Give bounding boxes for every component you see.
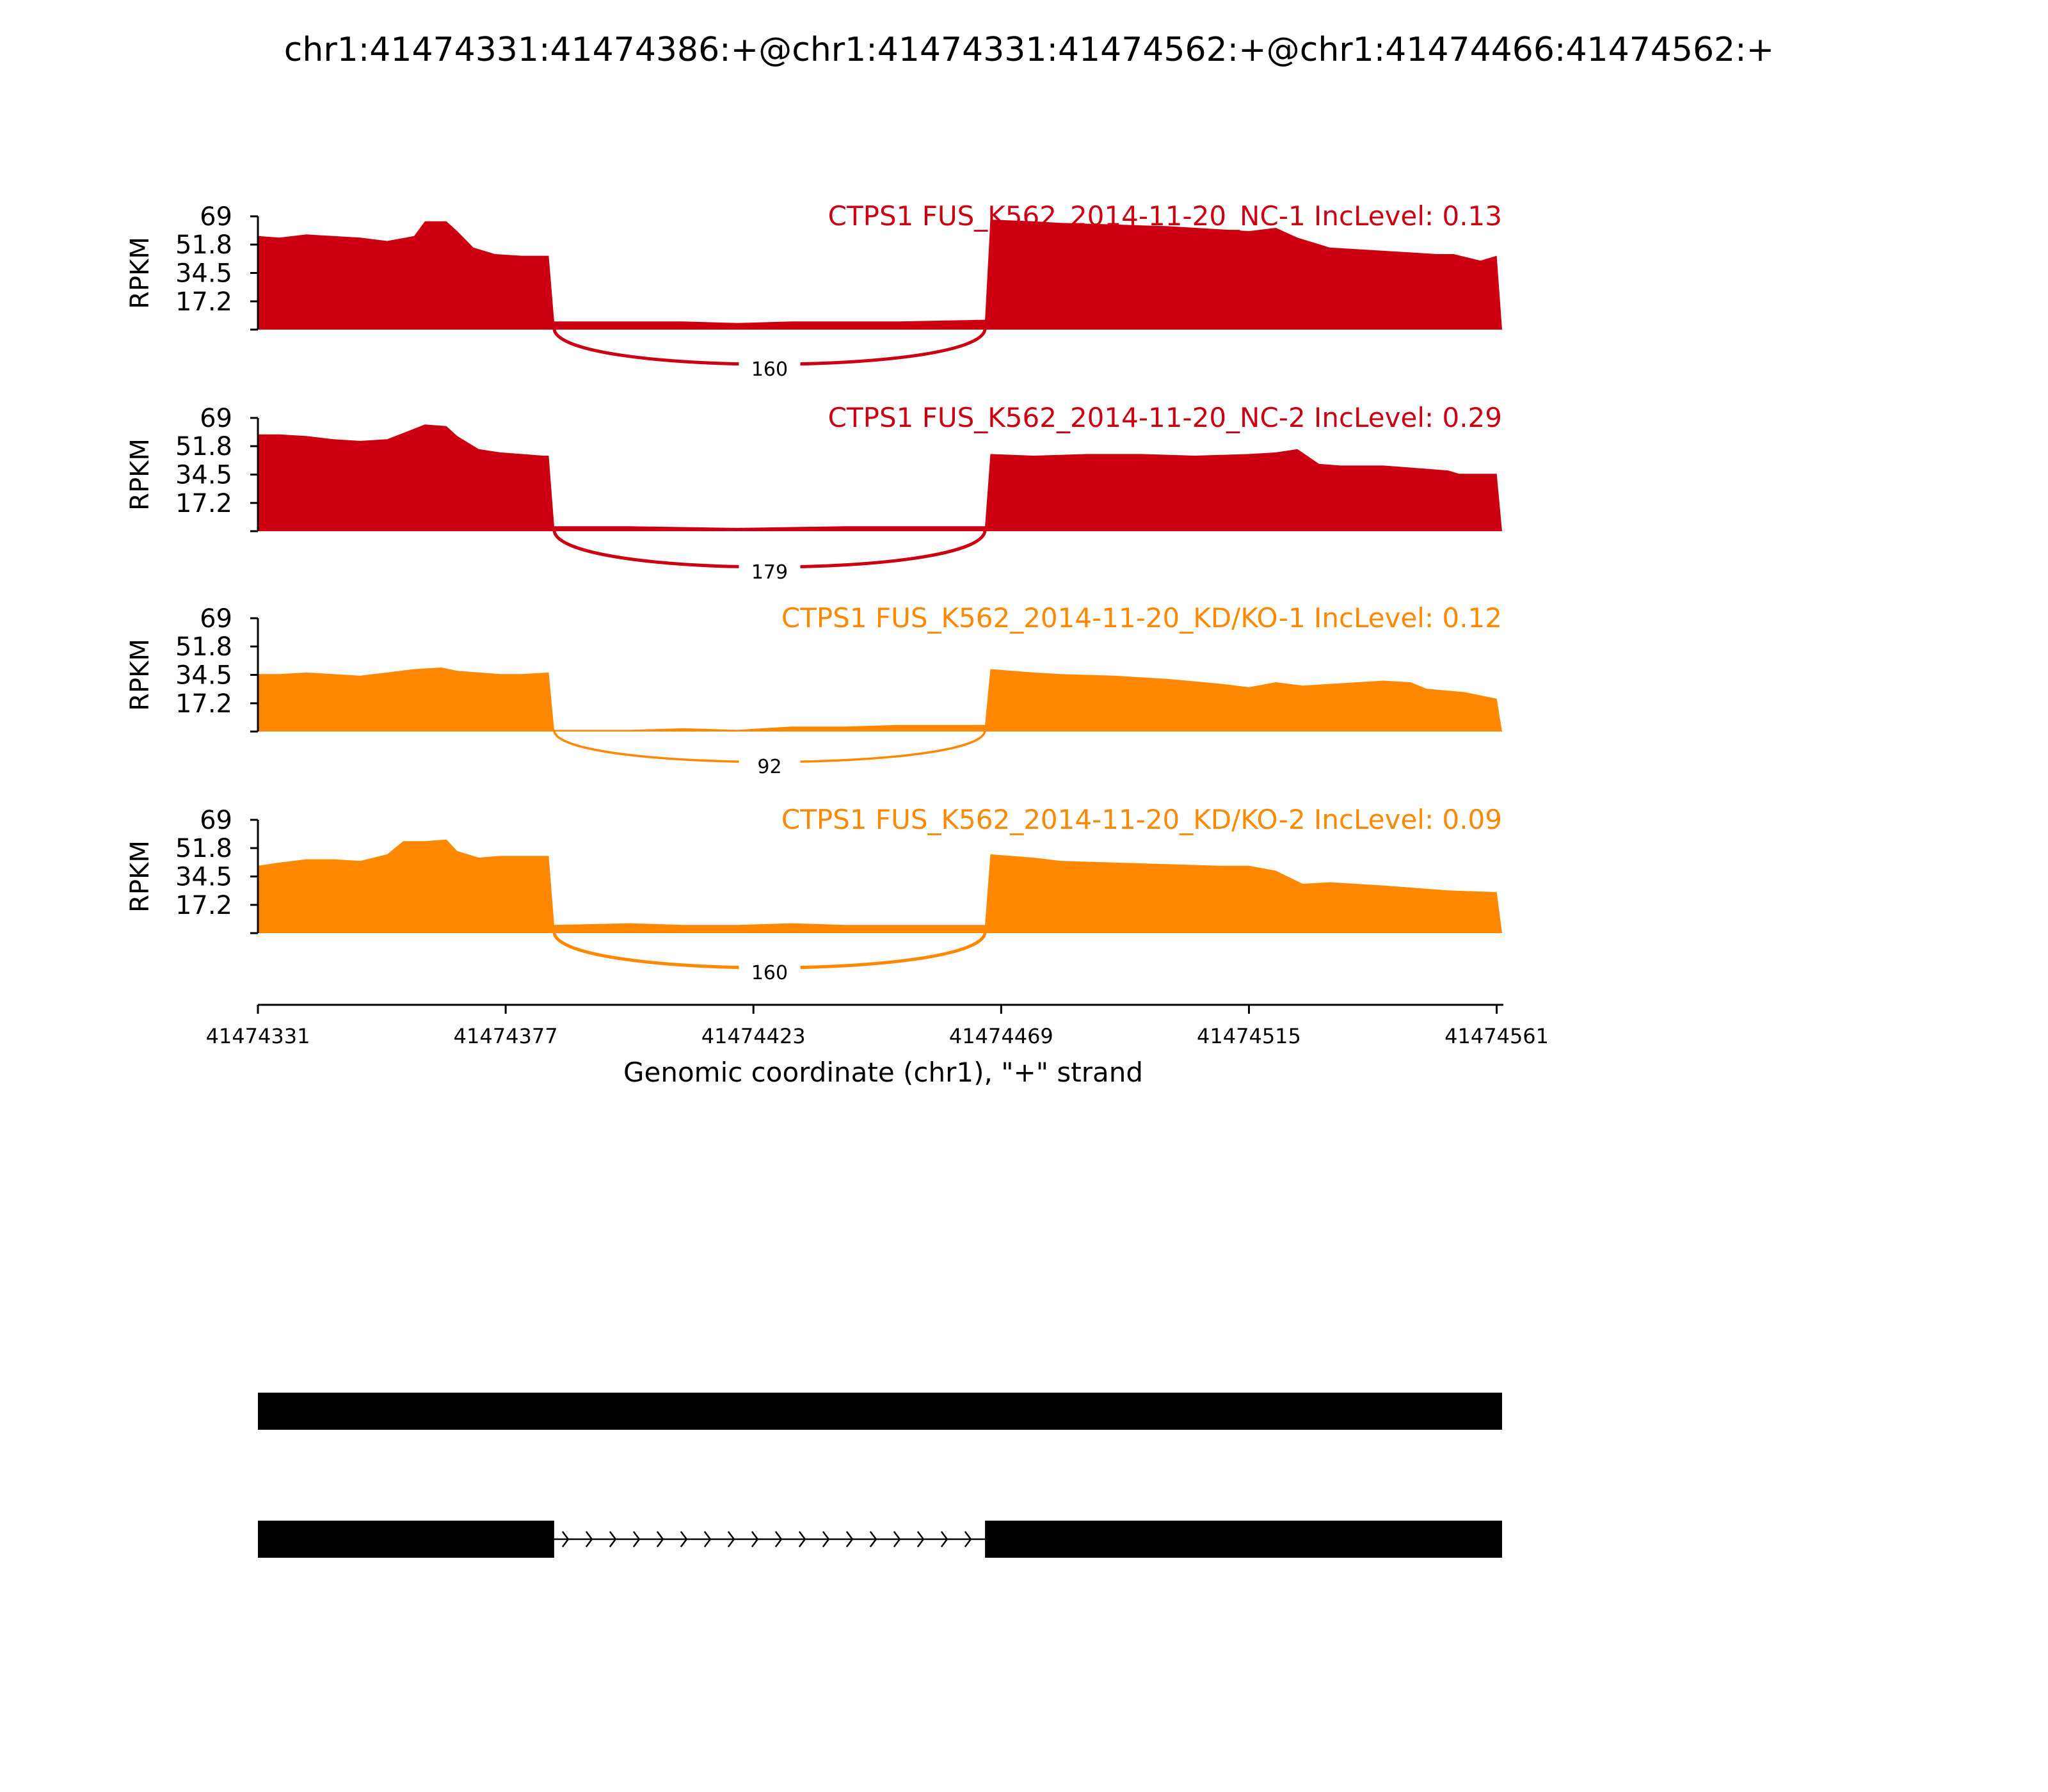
exon-block bbox=[258, 1521, 554, 1558]
x-tick-label: 41474377 bbox=[454, 1024, 558, 1048]
y-axis-label: RPKM bbox=[125, 438, 155, 511]
y-tick-label: 69 bbox=[200, 806, 232, 835]
strand-arrow bbox=[916, 1531, 925, 1548]
plot-title: chr1:41474331:41474386:+@chr1:41474331:4… bbox=[284, 31, 1774, 69]
coverage-area bbox=[258, 668, 1502, 732]
y-axis-label: RPKM bbox=[125, 840, 155, 913]
strand-arrow bbox=[656, 1531, 664, 1548]
junction-count: 179 bbox=[751, 561, 788, 584]
y-tick-label: 17.2 bbox=[175, 489, 232, 518]
x-axis: 41474331 41474377 41474423 41474469 41474515… bbox=[206, 1004, 1549, 1048]
gene-model bbox=[258, 1393, 1502, 1558]
y-axis-label: RPKM bbox=[125, 237, 155, 309]
x-tick-label: 41474423 bbox=[701, 1024, 806, 1048]
x-tick-label: 41474515 bbox=[1197, 1024, 1301, 1048]
coverage-area bbox=[258, 220, 1502, 330]
sample-label: CTPS1 FUS_K562_2014-11-20_KD/KO-1 IncLev… bbox=[781, 602, 1502, 634]
y-tick-label: 69 bbox=[200, 604, 232, 634]
strand-arrow bbox=[822, 1531, 830, 1548]
strand-arrow bbox=[940, 1531, 948, 1548]
strand-arrow bbox=[561, 1531, 570, 1548]
exon-block bbox=[258, 1393, 1502, 1430]
y-tick-label: 34.5 bbox=[175, 461, 232, 490]
strand-arrow bbox=[632, 1531, 641, 1548]
sample-label: CTPS1 FUS_K562_2014-11-20_NC-2 IncLevel:… bbox=[828, 402, 1502, 433]
strand-arrow bbox=[845, 1531, 854, 1548]
x-tick-label: 41474331 bbox=[206, 1024, 310, 1048]
strand-arrow bbox=[964, 1531, 972, 1548]
y-tick-label: 51.8 bbox=[175, 432, 232, 461]
transcript-2 bbox=[258, 1521, 1502, 1558]
y-tick-label: 51.8 bbox=[175, 230, 232, 260]
y-tick-label: 17.2 bbox=[175, 287, 232, 317]
strand-arrow bbox=[680, 1531, 688, 1548]
junction-count: 160 bbox=[751, 358, 788, 381]
junction-label-bg bbox=[739, 958, 801, 986]
junction-count: 160 bbox=[751, 962, 788, 984]
strand-arrow bbox=[609, 1531, 617, 1548]
sample-label: CTPS1 FUS_K562_2014-11-20_NC-1 IncLevel:… bbox=[828, 200, 1502, 232]
junction-label-bg bbox=[739, 752, 801, 781]
y-axis-label: RPKM bbox=[125, 639, 155, 711]
y-tick-label: 51.8 bbox=[175, 834, 232, 863]
strand-arrow bbox=[585, 1531, 593, 1548]
y-tick-label: 51.8 bbox=[175, 632, 232, 662]
track-2: 17.234.551.869 RPKM CTPS1 FUS_K562_2014-11… bbox=[125, 402, 1502, 586]
y-tick-label: 34.5 bbox=[175, 661, 232, 691]
strand-arrow bbox=[798, 1531, 806, 1548]
x-tick-label: 41474561 bbox=[1444, 1024, 1549, 1048]
exon-block bbox=[985, 1521, 1502, 1558]
strand-arrow bbox=[703, 1531, 712, 1548]
sample-label: CTPS1 FUS_K562_2014-11-20_KD/KO-2 IncLev… bbox=[781, 804, 1502, 835]
strand-arrow bbox=[751, 1531, 759, 1548]
junction-label-bg bbox=[739, 557, 801, 586]
track-1: 17.234.551.869 RPKM CTPS1 FUS_K562_2014-11… bbox=[125, 200, 1502, 383]
strand-arrow bbox=[727, 1531, 735, 1548]
track-3: 17.234.551.869 RPKM CTPS1 FUS_K562_2014-11… bbox=[125, 602, 1502, 781]
y-tick-label: 17.2 bbox=[175, 891, 232, 920]
y-tick-label: 69 bbox=[200, 202, 232, 232]
y-tick-label: 34.5 bbox=[175, 863, 232, 892]
x-tick-label: 41474469 bbox=[949, 1024, 1053, 1048]
coverage-area bbox=[258, 839, 1502, 933]
y-tick-label: 34.5 bbox=[175, 259, 232, 289]
strand-arrow bbox=[893, 1531, 901, 1548]
coverage-area bbox=[258, 424, 1502, 531]
y-tick-label: 17.2 bbox=[175, 689, 232, 719]
strand-arrow bbox=[774, 1531, 783, 1548]
x-axis-label: Genomic coordinate (chr1), "+" strand bbox=[623, 1057, 1143, 1088]
y-tick-label: 69 bbox=[200, 404, 232, 433]
strand-arrow bbox=[869, 1531, 877, 1548]
transcript-1 bbox=[258, 1393, 1502, 1430]
junction-label-bg bbox=[739, 355, 801, 383]
track-4: 17.234.551.869 RPKM CTPS1 FUS_K562_2014-11… bbox=[125, 804, 1502, 986]
junction-count: 92 bbox=[757, 756, 781, 778]
